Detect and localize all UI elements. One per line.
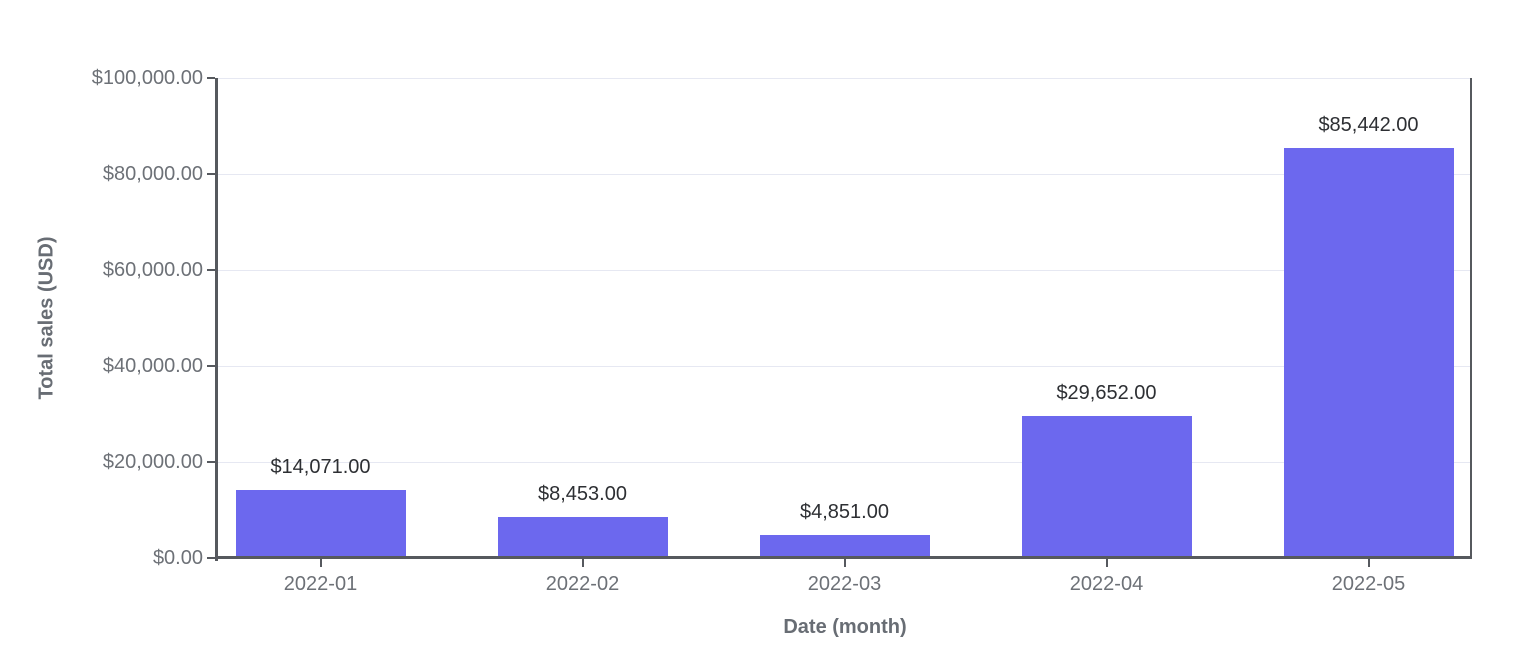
x-axis-line: [215, 556, 1472, 559]
bar-value-label: $14,071.00: [270, 456, 371, 479]
x-tick: [843, 559, 846, 567]
y-tick-label: $80,000.00: [102, 163, 203, 185]
x-axis-title: Date (month): [783, 616, 907, 638]
bar-value-label: $29,652.00: [1056, 381, 1157, 404]
y-gridline: [218, 77, 1470, 79]
bar-value-label: $85,442.00: [1318, 113, 1419, 136]
x-tick: [1105, 559, 1108, 567]
y-gridline: [218, 461, 1470, 463]
y-tick: [207, 269, 215, 271]
x-tick-label: 2022-04: [1069, 573, 1144, 595]
y-gridline: [218, 269, 1470, 271]
bar-value-label: $4,851.00: [800, 500, 889, 523]
bar: [1283, 147, 1454, 558]
bar: [1021, 415, 1192, 558]
bar: [235, 490, 406, 558]
plot-right-border: [1470, 78, 1472, 558]
y-tick-label: $20,000.00: [102, 451, 203, 473]
x-tick-label: 2022-02: [545, 573, 620, 595]
y-tick: [207, 461, 215, 463]
y-axis-line: [215, 78, 218, 561]
y-tick-label: $0.00: [152, 547, 203, 569]
y-tick: [207, 77, 215, 79]
bar: [497, 517, 668, 558]
y-gridline: [218, 365, 1470, 367]
bar-value-label: $8,453.00: [538, 483, 627, 506]
x-tick: [319, 559, 322, 567]
x-tick: [581, 559, 584, 567]
y-tick-label: $40,000.00: [102, 355, 203, 377]
y-tick: [207, 557, 215, 559]
x-tick-label: 2022-03: [807, 573, 882, 595]
y-tick: [207, 173, 215, 175]
y-tick-label: $100,000.00: [91, 67, 203, 89]
y-tick: [207, 365, 215, 367]
x-tick: [1367, 559, 1370, 567]
y-tick-label: $60,000.00: [102, 259, 203, 281]
x-tick-label: 2022-05: [1331, 573, 1406, 595]
x-tick-label: 2022-01: [283, 573, 358, 595]
y-gridline: [218, 173, 1470, 175]
bar: [759, 534, 930, 558]
